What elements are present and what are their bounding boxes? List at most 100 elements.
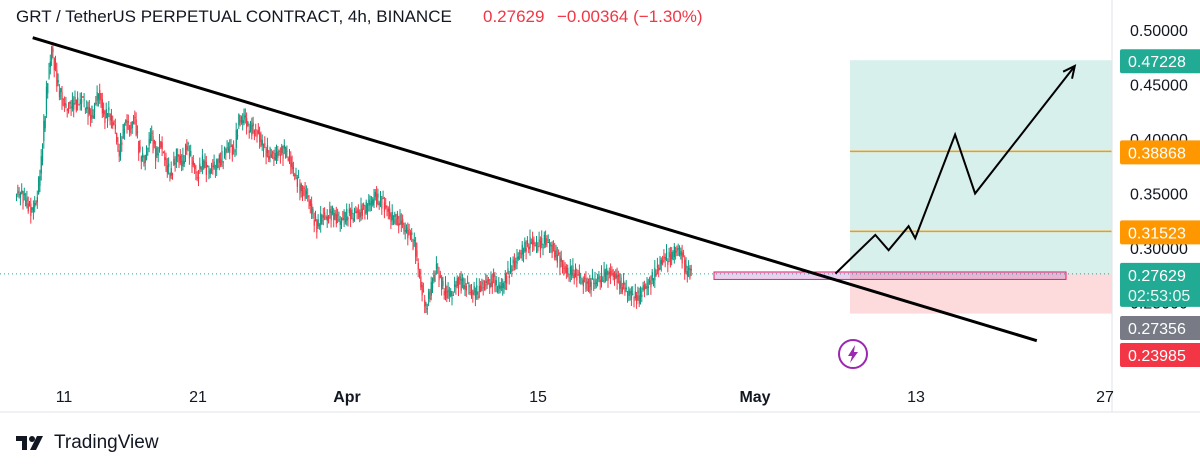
candle <box>437 263 439 274</box>
candle <box>621 282 623 295</box>
candle <box>256 129 258 143</box>
candle-body <box>317 219 319 227</box>
candle <box>339 216 341 232</box>
candle <box>539 236 542 258</box>
position-profit-zone[interactable] <box>850 60 1112 274</box>
demand-zone[interactable] <box>713 271 1067 280</box>
candle-body <box>400 220 402 225</box>
candle <box>281 143 283 156</box>
candle <box>75 99 77 113</box>
candle <box>675 246 677 260</box>
candle <box>17 184 19 198</box>
candle-body <box>216 159 218 170</box>
candle-body <box>318 225 321 227</box>
candle-body <box>679 252 681 254</box>
candle-body <box>311 203 313 214</box>
candle <box>545 230 547 248</box>
candle-body <box>96 92 98 101</box>
candle-body <box>577 274 579 276</box>
candle-body <box>461 278 464 281</box>
candle-body <box>632 293 634 296</box>
candle <box>399 209 401 226</box>
projection-path[interactable] <box>834 65 1076 275</box>
position-loss-zone[interactable] <box>850 273 1112 314</box>
candle <box>77 91 79 111</box>
candle-body <box>476 285 478 295</box>
candle <box>620 274 622 294</box>
candle-body <box>658 267 660 271</box>
trend-line[interactable] <box>32 36 1038 343</box>
time-axis[interactable]: 11 21 Apr 15 May 13 27 <box>0 389 1200 413</box>
candle <box>571 265 573 280</box>
candle <box>194 162 196 174</box>
candle <box>604 268 607 283</box>
lightning-icon[interactable] <box>838 339 868 369</box>
candle-body <box>558 253 560 255</box>
candle <box>317 214 319 229</box>
candle-body <box>324 212 326 215</box>
candle <box>303 185 305 197</box>
candle-body <box>252 122 254 127</box>
candle <box>31 207 33 213</box>
candle <box>134 110 136 125</box>
candle-body <box>107 113 109 122</box>
candle <box>677 243 679 256</box>
candle <box>64 96 66 112</box>
candle-body <box>64 103 66 106</box>
candle-body <box>81 99 83 104</box>
candle <box>471 284 473 299</box>
drawings[interactable] <box>32 36 1077 343</box>
candle-body <box>424 299 426 307</box>
candle-body <box>473 285 475 293</box>
candle-body <box>230 144 232 148</box>
candle <box>672 250 674 261</box>
candle <box>451 290 453 306</box>
candle <box>416 242 418 262</box>
candle-body <box>333 213 335 220</box>
candle <box>209 168 211 179</box>
candle-body <box>399 214 401 225</box>
price-badge: 0.27356 <box>1120 316 1200 340</box>
candle <box>460 271 462 294</box>
candle <box>225 147 227 160</box>
candle-body <box>538 239 540 242</box>
candle-body <box>82 96 84 98</box>
candle <box>660 257 662 272</box>
long-position-tool[interactable] <box>0 60 1112 314</box>
candle <box>367 203 369 220</box>
candle <box>237 128 239 140</box>
candle-body <box>395 218 397 226</box>
candle-body <box>598 274 600 280</box>
candle <box>649 276 651 285</box>
candle-body <box>296 177 298 187</box>
candle <box>578 264 581 284</box>
candle <box>382 190 384 200</box>
candle-body <box>211 169 213 171</box>
candle-body <box>240 116 243 123</box>
candle-body <box>299 184 301 194</box>
candle <box>74 90 76 105</box>
candle <box>394 211 396 225</box>
candle <box>282 145 284 166</box>
candle-body <box>504 273 506 283</box>
candle <box>530 238 532 245</box>
candle-body <box>225 148 227 153</box>
tradingview-logo: TradingView <box>16 428 159 458</box>
candle <box>593 278 595 292</box>
candle <box>413 232 415 247</box>
candle <box>117 136 119 152</box>
candle <box>420 268 422 291</box>
candle <box>562 260 564 274</box>
candle <box>623 273 625 290</box>
candle <box>259 126 261 149</box>
candle <box>79 92 81 111</box>
candle <box>679 245 681 257</box>
candle-body <box>364 209 366 215</box>
candle <box>351 201 353 220</box>
candle <box>565 264 568 279</box>
candle-body <box>463 285 465 289</box>
candle <box>669 246 672 268</box>
candle <box>684 255 686 280</box>
candle <box>573 269 575 285</box>
